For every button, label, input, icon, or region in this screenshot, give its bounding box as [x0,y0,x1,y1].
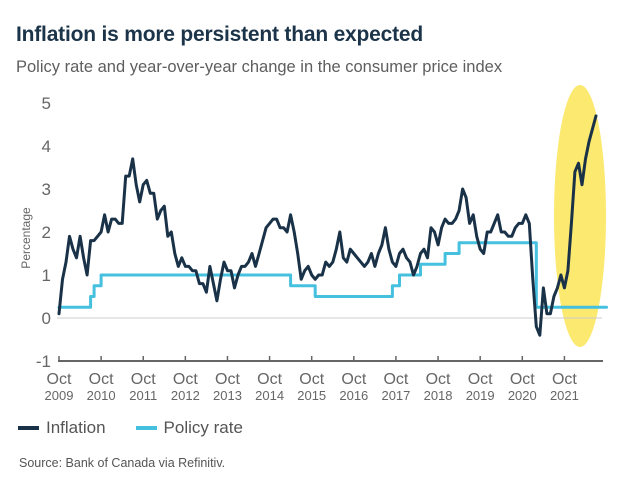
chart-subtitle: Policy rate and year-over-year change in… [16,58,503,76]
x-tick-label-year: 2010 [87,388,116,403]
x-tick-label-month: Oct [257,371,282,388]
x-tick-label-month: Oct [552,371,577,388]
x-tick-label-year: 2009 [45,388,74,403]
x-tick-label-month: Oct [47,371,72,388]
x-tick-label-year: 2017 [381,388,410,403]
legend-item-policy-rate: Policy rate [135,418,243,438]
x-tick-label-year: 2021 [550,388,579,403]
y-tick-label: 4 [42,137,51,156]
source-note: Source: Bank of Canada via Refinitiv. [19,456,226,470]
legend-label-inflation: Inflation [46,418,106,437]
x-tick-label-year: 2016 [339,388,368,403]
legend: Inflation Policy rate [18,418,273,438]
legend-swatch-policy-rate [135,426,157,430]
legend-label-policy-rate: Policy rate [163,418,243,437]
x-tick-label-month: Oct [341,371,366,388]
y-tick-label: 5 [42,94,51,113]
legend-item-inflation: Inflation [18,418,106,438]
x-tick-label-year: 2014 [255,388,284,403]
series-layer [57,114,608,337]
x-tick-label-year: 2013 [213,388,242,403]
x-tick-label-month: Oct [299,371,324,388]
x-tick-label-month: Oct [383,371,408,388]
x-tick-label-month: Oct [426,371,451,388]
y-tick-label: 1 [42,266,51,285]
x-tick-label-year: 2012 [171,388,200,403]
y-tick-label: 0 [42,309,51,328]
y-tick-label: -1 [36,352,51,371]
x-tick-label-year: 2020 [508,388,537,403]
axis-layer: 543210-1Oct2009Oct2010Oct2011Oct2012Oct2… [36,94,603,403]
chart-title: Inflation is more persistent than expect… [16,23,424,46]
series-line-inflation [57,114,598,337]
y-tick-label: 3 [42,180,51,199]
series-line-policy-rate [57,241,608,309]
x-tick-label-month: Oct [89,371,114,388]
x-tick-label-year: 2018 [424,388,453,403]
x-tick-label-month: Oct [173,371,198,388]
x-tick-label-month: Oct [510,371,535,388]
y-axis-label: Percentage [19,207,33,269]
x-tick-label-year: 2019 [466,388,495,403]
x-tick-label-month: Oct [215,371,240,388]
x-tick-label-year: 2011 [129,388,157,403]
y-tick-label: 2 [42,223,51,242]
x-tick-label-year: 2015 [297,388,326,403]
legend-swatch-inflation [18,426,39,430]
x-tick-label-month: Oct [131,371,156,388]
x-tick-label-month: Oct [468,371,493,388]
